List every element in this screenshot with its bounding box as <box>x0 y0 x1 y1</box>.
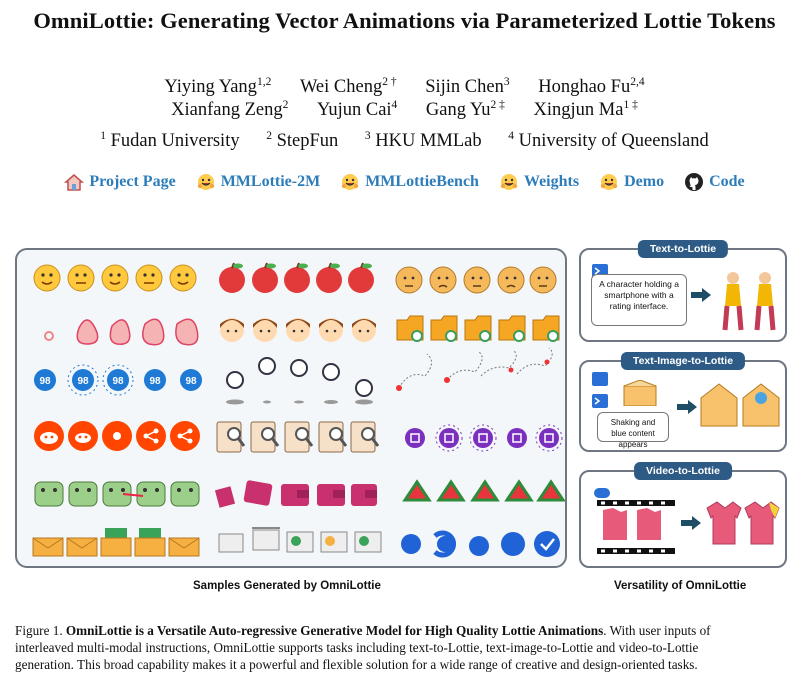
number-badge-icons: 98 98 98 98 98 <box>34 364 202 396</box>
image-input-icon <box>592 372 608 408</box>
caption-bold: OmniLottie is a Versatile Auto-regressiv… <box>65 623 604 638</box>
twitch-icons <box>405 424 563 452</box>
shirt-illustration <box>706 501 780 545</box>
watermelon-icons <box>402 479 565 502</box>
boy-face-icons <box>220 318 376 342</box>
author-5: Xianfang Zeng2 <box>171 99 289 120</box>
author-row-1: Yiying Yang1,2 Wei Cheng2 † Sijin Chen3 … <box>0 76 809 98</box>
affiliation-2: 2 StepFun <box>266 130 339 151</box>
author-6: Yujun Cai4 <box>317 99 398 120</box>
map-path-icons <box>396 347 553 391</box>
author-1: Yiying Yang1,2 <box>164 76 272 97</box>
link-demo[interactable]: Demo <box>599 172 664 192</box>
link-label: Code <box>709 173 745 190</box>
paper-title: OmniLottie: Generating Vector Animations… <box>33 8 776 33</box>
link-label: MMLottieBench <box>365 173 479 190</box>
author-row-2: Xianfang Zeng2 Yujun Cai4 Gang Yu2 ‡ Xin… <box>0 99 809 121</box>
affiliation-3: 3 HKU MMLab <box>364 130 482 151</box>
link-label: Demo <box>624 173 665 190</box>
link-project-page[interactable]: Project Page <box>64 172 176 192</box>
check-circle-icons <box>401 530 560 558</box>
author-2: Wei Cheng2 † <box>299 76 397 97</box>
emoji-face-icons <box>33 264 197 292</box>
text-image-to-lottie-panel: Text-Image-to-Lottie Shaking and blue co… <box>579 352 787 452</box>
link-mmlottiebench[interactable]: MMLottieBench <box>340 172 479 192</box>
presentation-board-icons <box>218 527 382 553</box>
link-label: Weights <box>523 173 580 190</box>
link-label: MMLottie-2M <box>220 173 321 190</box>
text-image-prompt-bubble: Shaking and blue content appears <box>597 412 669 449</box>
affiliation-4: 4 University of Queensland <box>508 130 709 151</box>
samples-panel: 98 98 98 98 98 <box>15 248 567 568</box>
bouncing-ball-icons <box>226 357 373 405</box>
apple-icons <box>219 262 374 293</box>
caption-label: Figure 1. <box>15 623 63 638</box>
left-figure-caption: Samples Generated by OmniLottie <box>193 580 381 592</box>
gamepad-icon <box>594 488 610 498</box>
text-to-lottie-title: Text-to-Lottie <box>637 240 729 258</box>
video-to-lottie-title: Video-to-Lottie <box>634 462 732 480</box>
svg-text:98: 98 <box>185 376 197 387</box>
link-label: Project Page <box>89 173 176 190</box>
open-envelope-illustration <box>700 383 780 427</box>
clipboard-search-icons <box>216 421 380 453</box>
caption-line1-rest: . With user inputs of <box>603 623 711 638</box>
svg-text:98: 98 <box>112 376 124 387</box>
caption-line3: generation. This broad capability makes … <box>15 657 698 672</box>
svg-text:98: 98 <box>39 376 51 387</box>
figure-caption: Figure 1. OmniLottie is a Versatile Auto… <box>15 622 795 673</box>
hugging-face-icon <box>600 174 618 190</box>
character-illustration <box>722 272 776 331</box>
author-8: Xingjun Ma1 ‡ <box>533 99 638 120</box>
author-4: Honghao Fu2,4 <box>538 76 645 97</box>
arrow-icon <box>681 516 701 530</box>
text-image-to-lottie-title: Text-Image-to-Lottie <box>620 352 746 370</box>
right-figure-caption: Versatility of OmniLottie <box>614 580 747 592</box>
text-to-lottie-panel: Text-to-Lottie A character holding a sma… <box>579 240 787 342</box>
wallet-icons <box>214 480 377 508</box>
face-character-icons <box>395 266 557 294</box>
github-icon <box>685 173 704 191</box>
link-code[interactable]: Code <box>684 172 745 192</box>
envelope-money-icons <box>32 528 200 557</box>
video-to-lottie-panel: Video-to-Lottie <box>579 462 787 568</box>
text-prompt-bubble: A character holding a smartphone with a … <box>591 274 687 326</box>
video-frames-illustration <box>597 500 675 554</box>
caption-line2: interleaved multi-modal instructions, Om… <box>15 640 699 655</box>
author-3: Sijin Chen3 <box>425 76 510 97</box>
arrow-icon <box>677 400 697 414</box>
link-weights[interactable]: Weights <box>499 172 579 192</box>
hugging-face-icon <box>342 174 359 190</box>
affiliation-1: 1 Fudan University <box>100 130 240 151</box>
arrow-icon <box>691 288 711 302</box>
social-icons <box>34 421 200 451</box>
svg-text:98: 98 <box>149 376 161 387</box>
frog-icons <box>34 481 200 507</box>
pink-creature-icons <box>44 318 199 346</box>
hugging-face-icon <box>500 174 518 190</box>
affiliations: 1 Fudan University 2 StepFun 3 HKU MMLab… <box>0 130 809 152</box>
house-icon <box>64 174 85 191</box>
envelope-icon <box>623 380 657 406</box>
author-7: Gang Yu2 ‡ <box>425 99 505 120</box>
folder-search-icons <box>396 315 560 342</box>
link-mmlottie-2m[interactable]: MMLottie-2M <box>196 172 321 192</box>
svg-text:98: 98 <box>77 376 89 387</box>
hugging-face-icon <box>197 174 214 190</box>
resource-links: Project Page MMLottie-2M MMLottieBench W… <box>0 172 809 197</box>
samples-grid: 98 98 98 98 98 <box>32 262 565 558</box>
